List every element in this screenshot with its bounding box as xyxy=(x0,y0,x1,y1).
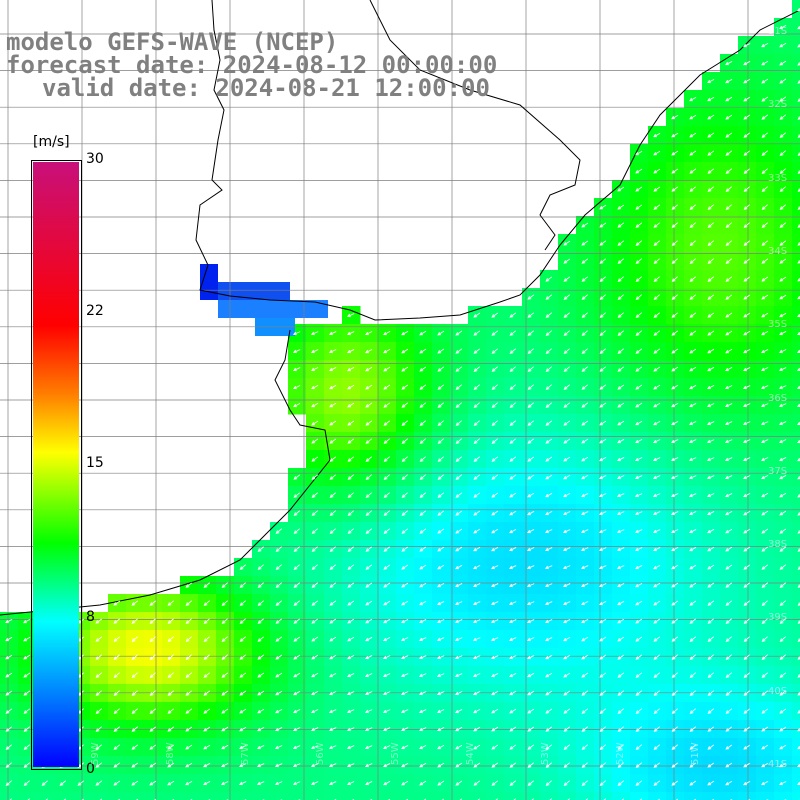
colorbar-tick-0: 0 xyxy=(86,761,95,777)
lon-label-53w: 53W xyxy=(540,742,551,765)
inland-border xyxy=(369,0,581,251)
title-model: modelo GEFS-WAVE (NCEP) xyxy=(6,28,339,56)
lat-label-35s: 35S xyxy=(768,319,788,331)
lat-label-32s: 32S xyxy=(768,99,788,111)
colorbar-tick-30: 30 xyxy=(86,151,104,167)
lat-label-41s: 41S xyxy=(768,759,788,770)
lon-label-56w: 56W xyxy=(315,742,326,765)
lat-label-31s: 31S xyxy=(768,26,788,37)
title-forecast-date: forecast date: 2024-08-12 00:00:00 xyxy=(6,51,498,79)
coastline xyxy=(195,0,800,321)
lon-label-57w: 57W xyxy=(240,742,251,765)
lon-label-59w: 59W xyxy=(90,742,101,765)
lon-label-58w: 58W xyxy=(165,742,176,765)
colorbar-frame xyxy=(31,160,82,770)
lon-label-55w: 55W xyxy=(390,742,401,765)
lat-label-38s: 38S xyxy=(768,539,788,551)
lat-label-34s: 34S xyxy=(768,245,788,257)
colorbar-tick-22: 22 xyxy=(86,303,104,319)
title-valid-date: valid date: 2024-08-21 12:00:00 xyxy=(42,74,490,102)
lon-label-52w: 52W xyxy=(615,742,626,765)
lat-label-37s: 37S xyxy=(768,465,788,477)
lon-label-51w: 51W xyxy=(690,742,701,765)
colorbar-tick-8: 8 xyxy=(86,609,95,625)
lat-label-40s: 40S xyxy=(768,685,788,697)
colorbar-tick-15: 15 xyxy=(86,455,104,471)
plata-estuary-coast xyxy=(0,329,331,616)
lat-label-39s: 39S xyxy=(768,612,788,624)
colorbar xyxy=(33,162,79,767)
colorbar-unit: [m/s] xyxy=(33,134,70,150)
lat-label-36s: 36S xyxy=(768,392,788,404)
lat-label-33s: 33S xyxy=(768,172,788,184)
lon-label-54w: 54W xyxy=(465,742,476,765)
